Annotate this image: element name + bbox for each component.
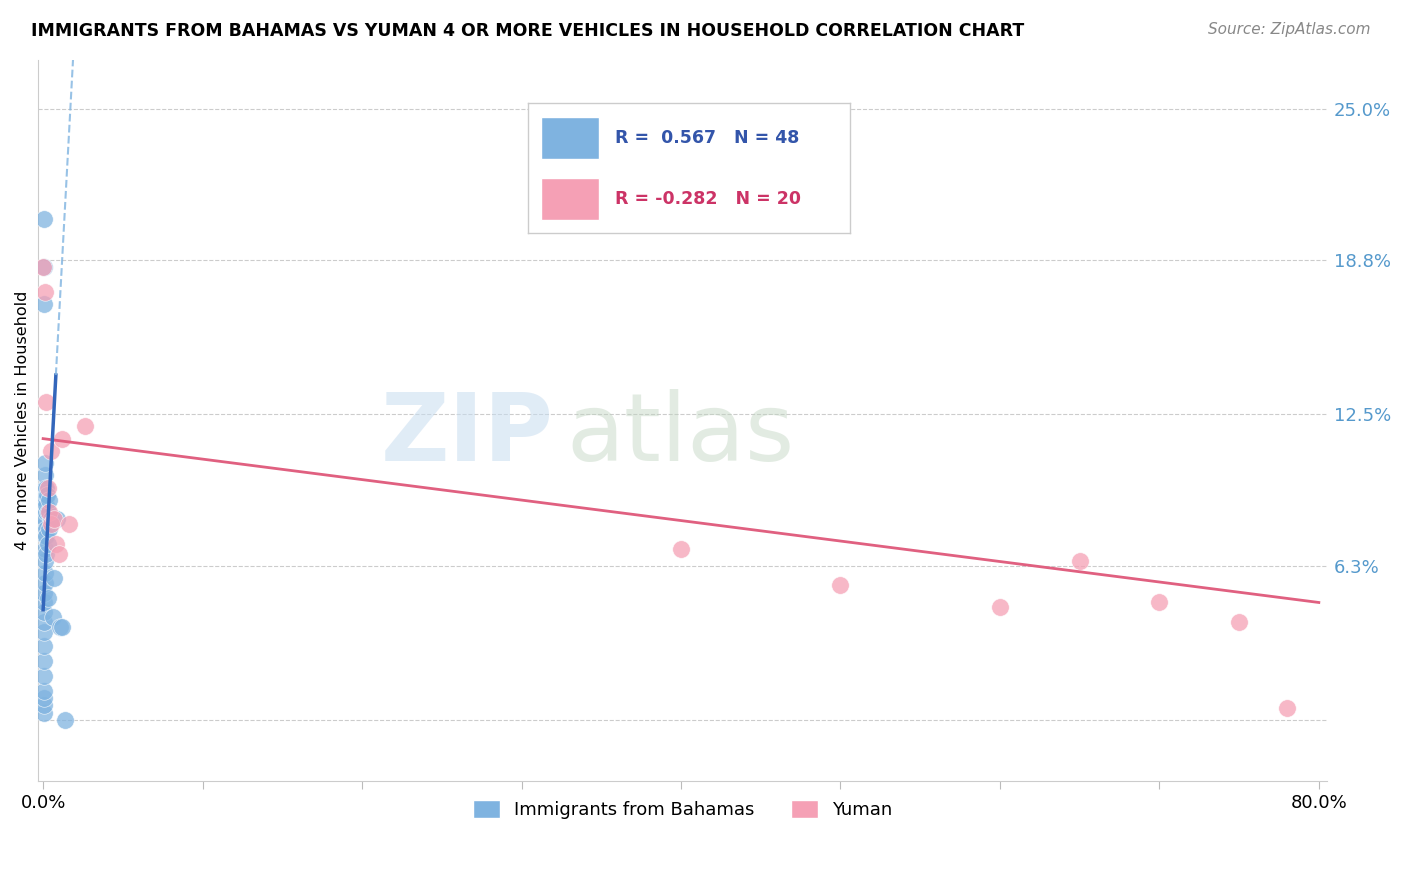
Point xyxy=(32,654,55,668)
Point xyxy=(44,571,66,585)
Point xyxy=(1275,700,1298,714)
Point xyxy=(34,481,56,495)
Point xyxy=(32,624,55,639)
Point xyxy=(32,683,55,698)
Point xyxy=(37,488,59,502)
Point xyxy=(32,260,55,275)
Point xyxy=(35,498,58,512)
Point xyxy=(39,517,62,532)
Point xyxy=(34,488,56,502)
Point xyxy=(48,547,70,561)
Point xyxy=(35,529,58,543)
Point xyxy=(34,566,56,581)
Point xyxy=(73,419,96,434)
Point xyxy=(32,615,55,629)
Point xyxy=(37,537,59,551)
Point xyxy=(34,505,56,519)
Point xyxy=(39,512,62,526)
Point xyxy=(38,522,60,536)
Point xyxy=(32,698,55,713)
Point xyxy=(34,554,56,568)
Point xyxy=(32,669,55,683)
Point xyxy=(1069,554,1091,568)
Point xyxy=(32,605,55,619)
Point xyxy=(49,620,72,634)
Point xyxy=(32,706,55,720)
Point xyxy=(45,537,67,551)
Point xyxy=(38,492,60,507)
Point xyxy=(41,610,63,624)
Point xyxy=(35,395,58,409)
Point xyxy=(34,595,56,609)
Y-axis label: 4 or more Vehicles in Household: 4 or more Vehicles in Household xyxy=(15,291,30,550)
Point xyxy=(34,585,56,599)
Point xyxy=(32,211,55,226)
Point xyxy=(34,529,56,543)
Point xyxy=(34,541,56,556)
Text: atlas: atlas xyxy=(567,389,794,481)
Text: ZIP: ZIP xyxy=(381,389,554,481)
Point xyxy=(988,600,1011,615)
Point xyxy=(32,690,55,705)
Point xyxy=(34,468,56,483)
Text: IMMIGRANTS FROM BAHAMAS VS YUMAN 4 OR MORE VEHICLES IN HOUSEHOLD CORRELATION CHA: IMMIGRANTS FROM BAHAMAS VS YUMAN 4 OR MO… xyxy=(31,22,1024,40)
Point xyxy=(34,492,56,507)
Point xyxy=(34,517,56,532)
Point xyxy=(37,481,59,495)
Point xyxy=(34,456,56,470)
Point xyxy=(34,512,56,526)
Point xyxy=(32,260,55,275)
Point xyxy=(1149,595,1171,609)
Point xyxy=(1227,615,1250,629)
Point xyxy=(37,591,59,605)
Legend: Immigrants from Bahamas, Yuman: Immigrants from Bahamas, Yuman xyxy=(465,792,900,826)
Point xyxy=(44,512,66,526)
Point xyxy=(55,713,77,727)
Point xyxy=(34,285,56,299)
Point xyxy=(58,517,80,532)
Text: Source: ZipAtlas.com: Source: ZipAtlas.com xyxy=(1208,22,1371,37)
Point xyxy=(51,432,73,446)
Point xyxy=(39,443,62,458)
Point xyxy=(35,547,58,561)
Point xyxy=(669,541,692,556)
Point xyxy=(35,481,58,495)
Point xyxy=(34,575,56,590)
Point xyxy=(51,620,73,634)
Point xyxy=(37,505,59,519)
Point xyxy=(34,492,56,507)
Point xyxy=(32,297,55,311)
Point xyxy=(46,512,69,526)
Point xyxy=(32,640,55,654)
Point xyxy=(38,505,60,519)
Point xyxy=(830,578,852,592)
Point xyxy=(34,505,56,519)
Point xyxy=(34,522,56,536)
